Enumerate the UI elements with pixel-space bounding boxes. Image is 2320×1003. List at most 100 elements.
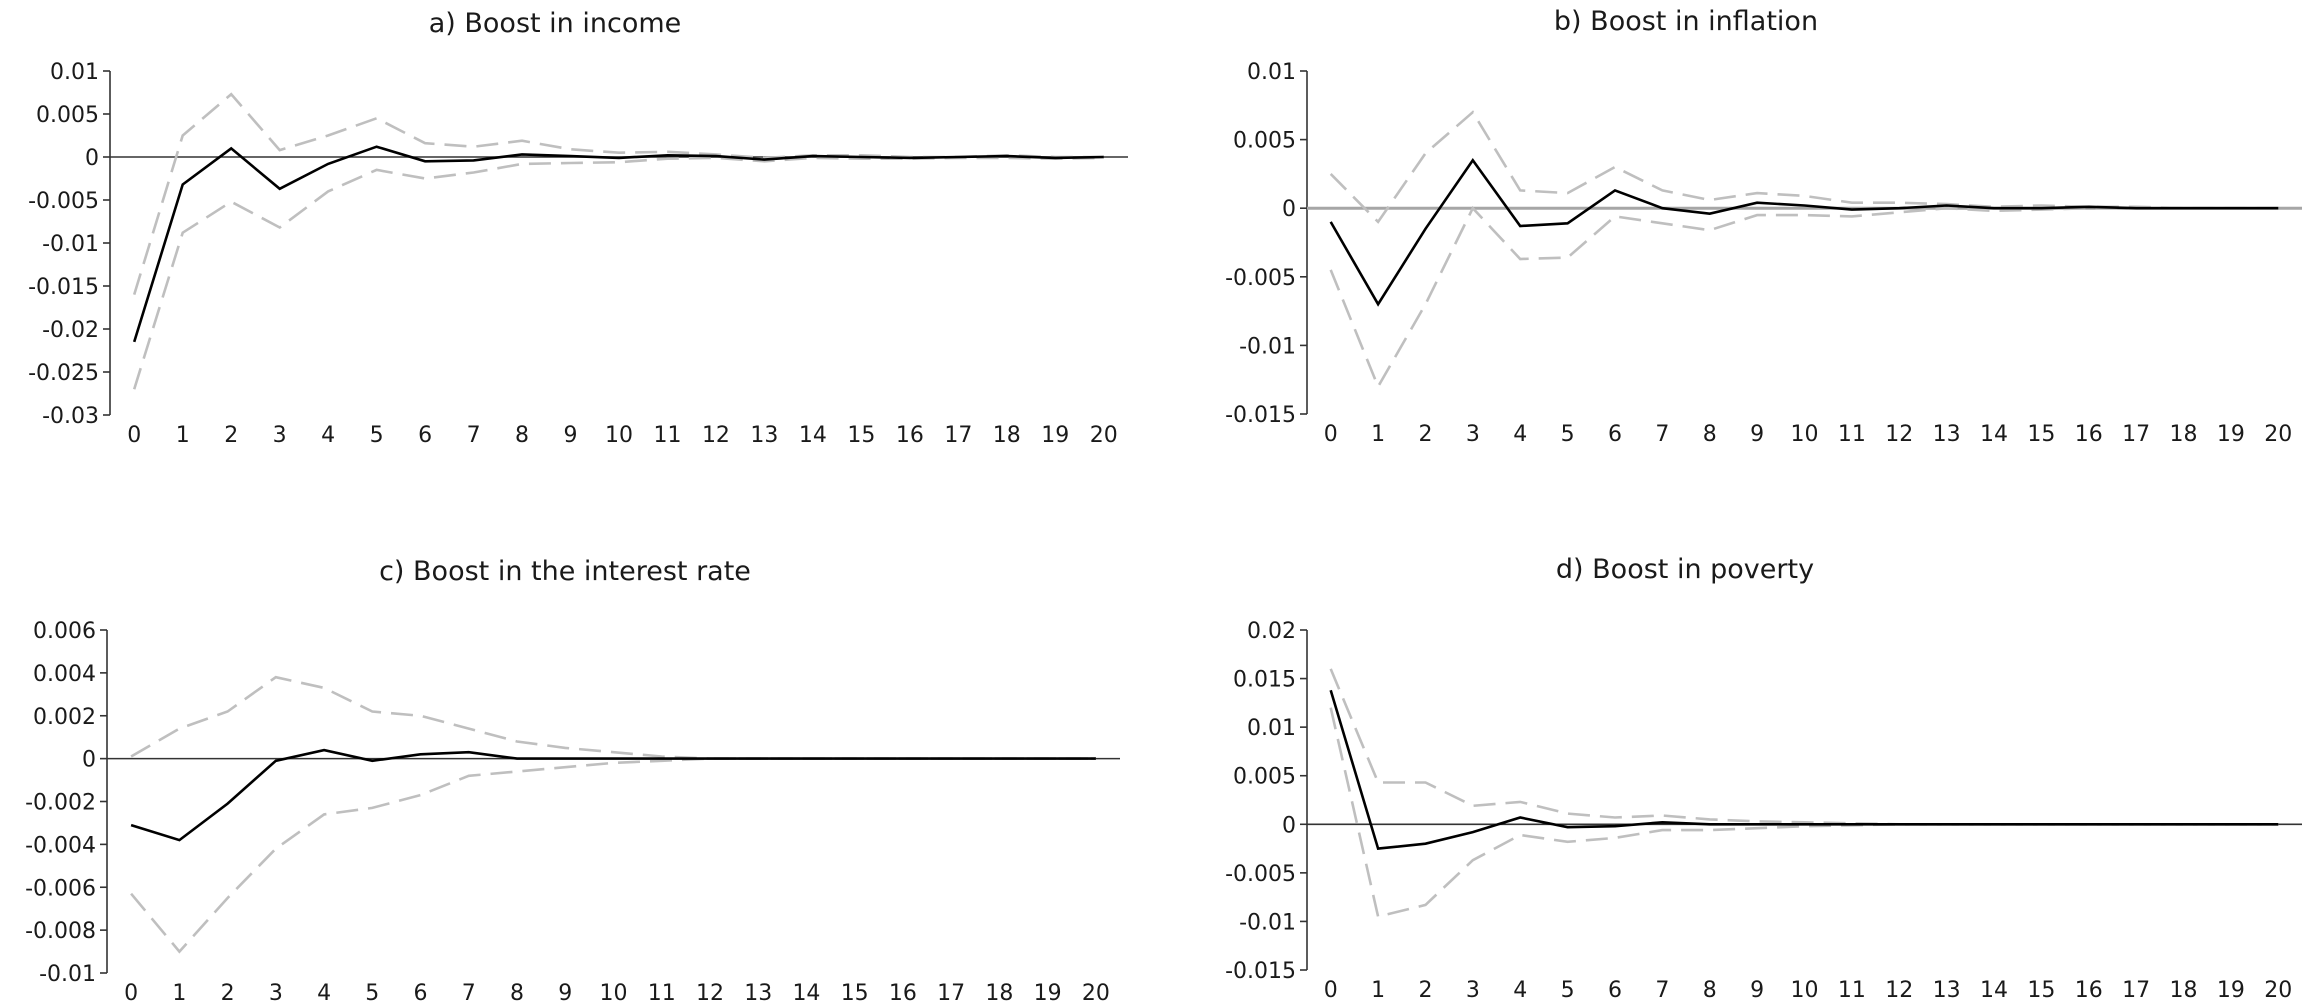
y-tick-label: -0.015 xyxy=(28,275,99,300)
x-tick-label: 4 xyxy=(317,981,331,1003)
x-tick-label: 11 xyxy=(653,423,681,448)
x-tick-label: 19 xyxy=(2217,422,2245,447)
y-tick-label: 0.004 xyxy=(33,662,96,687)
x-tick-label: 3 xyxy=(1466,978,1480,1003)
x-tick-label: 12 xyxy=(1885,978,1913,1003)
x-tick-label: 12 xyxy=(696,981,724,1003)
x-tick-label: 10 xyxy=(605,423,633,448)
y-tick-label: -0.015 xyxy=(1225,959,1296,984)
y-tick-label: -0.02 xyxy=(42,318,99,343)
x-tick-label: 6 xyxy=(414,981,428,1003)
series-line-lower-band xyxy=(132,156,1104,390)
x-tick-label: 3 xyxy=(1466,422,1480,447)
x-tick-label: 17 xyxy=(2122,978,2150,1003)
x-tick-label: 7 xyxy=(467,423,481,448)
y-tick-label: 0 xyxy=(85,146,99,171)
x-tick-label: 8 xyxy=(515,423,529,448)
y-tick-label: 0.02 xyxy=(1247,619,1296,644)
chart-interest-rate: c) Boost in the interest rate 0.006 0.004… xyxy=(25,556,1120,1003)
x-tick-label: 15 xyxy=(847,423,875,448)
x-tick-label: 20 xyxy=(2264,978,2292,1003)
x-tick-label: 10 xyxy=(1791,422,1819,447)
series-line-response xyxy=(1329,689,2279,851)
y-tick-label: 0 xyxy=(1282,813,1296,838)
series-line-response xyxy=(132,145,1104,343)
x-tick-label: 18 xyxy=(2170,422,2198,447)
x-tick-label: 16 xyxy=(2075,422,2103,447)
x-tick-label: 7 xyxy=(1655,978,1669,1003)
series-line-upper-band xyxy=(1329,668,2279,826)
chart-income: a) Boost in income 0.01 0.005 0 -0.005 -0.01… xyxy=(28,8,1128,448)
x-tick-label: 17 xyxy=(2122,422,2150,447)
y-tick-label: 0.005 xyxy=(36,103,99,128)
chart-panel-interest-rate: c) Boost in the interest rate 0.006 0.004… xyxy=(0,530,1160,1003)
x-tick-label: 16 xyxy=(889,981,917,1003)
x-tick-label: 15 xyxy=(2027,978,2055,1003)
series-line-upper-band xyxy=(1329,110,2279,224)
x-tick-label: 8 xyxy=(510,981,524,1003)
y-tick-label: -0.01 xyxy=(1239,910,1296,935)
y-tick-label: -0.005 xyxy=(28,189,99,214)
x-tick-label: 14 xyxy=(792,981,820,1003)
x-tick-label: 13 xyxy=(1933,978,1961,1003)
y-tick-label: 0.005 xyxy=(1233,129,1296,154)
x-tick-label: 5 xyxy=(370,423,384,448)
y-tick-label: 0.015 xyxy=(1233,668,1296,693)
y-tick-label: -0.008 xyxy=(25,919,96,944)
x-tick-label: 3 xyxy=(269,981,283,1003)
x-tick-label: 3 xyxy=(273,423,287,448)
chart-panel-inflation: b) Boost in inflation 0.01 0.005 0 -0.005 -0… xyxy=(1160,0,2320,450)
chart-title: d) Boost in poverty xyxy=(1556,554,1814,585)
x-tick-label: 15 xyxy=(841,981,869,1003)
x-tick-label: 12 xyxy=(1885,422,1913,447)
x-tick-label: 7 xyxy=(1655,422,1669,447)
x-tick-label: 0 xyxy=(1324,422,1338,447)
y-tick-label: 0.002 xyxy=(33,705,96,730)
y-tick-label: -0.01 xyxy=(1239,334,1296,359)
y-tick-label: -0.002 xyxy=(25,791,96,816)
y-tick-label: 0.006 xyxy=(33,619,96,644)
x-tick-label: 8 xyxy=(1703,422,1717,447)
chart-title: b) Boost in inflation xyxy=(1554,6,1818,37)
series-line-upper-band xyxy=(130,675,1096,760)
x-tick-label: 19 xyxy=(2217,978,2245,1003)
x-tick-label: 13 xyxy=(744,981,772,1003)
chart-panel-income: a) Boost in income 0.01 0.005 0 -0.005 -0.01… xyxy=(0,0,1160,450)
x-tick-label: 15 xyxy=(2027,422,2055,447)
x-tick-label: 9 xyxy=(1750,422,1764,447)
y-tick-label: 0.01 xyxy=(1247,60,1296,85)
x-tick-label: 20 xyxy=(2264,422,2292,447)
x-tick-label: 13 xyxy=(750,423,778,448)
y-tick-label: 0.01 xyxy=(1247,716,1296,741)
x-tick-label: 11 xyxy=(648,981,676,1003)
chart-title: a) Boost in income xyxy=(429,8,682,39)
y-tick-label: -0.03 xyxy=(42,404,99,429)
series-line-response xyxy=(130,748,1096,842)
x-tick-label: 18 xyxy=(985,981,1013,1003)
x-tick-label: 19 xyxy=(1041,423,1069,448)
chart-title: c) Boost in the interest rate xyxy=(379,556,751,587)
x-tick-label: 12 xyxy=(702,423,730,448)
y-tick-label: 0 xyxy=(82,748,96,773)
x-tick-label: 1 xyxy=(176,423,190,448)
x-tick-label: 13 xyxy=(1933,422,1961,447)
x-tick-label: 4 xyxy=(321,423,335,448)
x-tick-label: 16 xyxy=(896,423,924,448)
y-tick-label: 0 xyxy=(1282,197,1296,222)
chart-panel-poverty: d) Boost in poverty 0.02 0.015 0.01 0.005 0 -… xyxy=(1160,530,2320,1003)
y-tick-label: -0.005 xyxy=(1225,266,1296,291)
x-tick-label: 14 xyxy=(799,423,827,448)
x-tick-label: 18 xyxy=(993,423,1021,448)
x-tick-label: 18 xyxy=(2170,978,2198,1003)
x-tick-label: 4 xyxy=(1513,422,1527,447)
y-tick-label: -0.015 xyxy=(1225,403,1296,428)
x-tick-label: 5 xyxy=(365,981,379,1003)
x-tick-label: 2 xyxy=(221,981,235,1003)
series-line-response xyxy=(1329,157,2279,307)
x-tick-label: 1 xyxy=(172,981,186,1003)
x-tick-label: 20 xyxy=(1082,981,1110,1003)
x-tick-label: 7 xyxy=(462,981,476,1003)
series-line-lower-band xyxy=(1329,707,2279,919)
y-tick-label: -0.005 xyxy=(1225,862,1296,887)
x-tick-label: 6 xyxy=(418,423,432,448)
